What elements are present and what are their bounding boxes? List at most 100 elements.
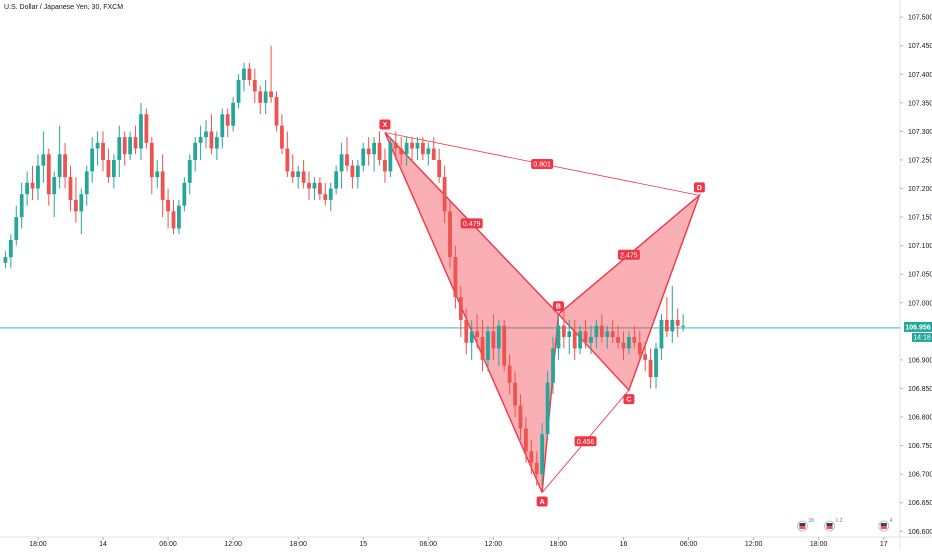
pattern-xab-triangle[interactable] xyxy=(384,132,560,493)
candle[interactable] xyxy=(572,319,577,360)
candle[interactable] xyxy=(101,131,105,172)
candle[interactable] xyxy=(529,439,534,475)
candle[interactable] xyxy=(556,314,561,360)
candle[interactable] xyxy=(464,308,469,355)
candle[interactable] xyxy=(469,319,474,360)
candle[interactable] xyxy=(355,159,360,189)
candle[interactable] xyxy=(225,108,230,138)
candle[interactable] xyxy=(616,325,620,349)
candle[interactable] xyxy=(480,319,485,372)
flag-jp-icon[interactable]: 4 xyxy=(878,518,893,532)
candle[interactable] xyxy=(415,137,420,160)
candle[interactable] xyxy=(198,125,203,160)
candle[interactable] xyxy=(122,131,127,166)
candle[interactable] xyxy=(383,148,387,183)
candle[interactable] xyxy=(19,182,24,229)
candle[interactable] xyxy=(263,79,268,115)
candle[interactable] xyxy=(204,119,208,149)
candle[interactable] xyxy=(8,234,13,269)
candle[interactable] xyxy=(46,148,51,206)
candle[interactable] xyxy=(280,114,284,155)
candle[interactable] xyxy=(545,371,550,440)
pattern-point-c[interactable]: C xyxy=(623,394,635,405)
candle[interactable] xyxy=(149,137,154,195)
candle[interactable] xyxy=(420,137,425,160)
pattern-point-a[interactable]: A xyxy=(536,496,548,507)
pattern-point-b[interactable]: B xyxy=(552,301,564,312)
candle[interactable] xyxy=(448,199,452,269)
pattern-point-d[interactable]: D xyxy=(693,182,705,193)
ratio-label[interactable]: 0.479 xyxy=(460,218,483,229)
candle[interactable] xyxy=(561,308,566,349)
candle[interactable] xyxy=(155,159,160,189)
candle[interactable] xyxy=(57,125,62,189)
candle[interactable] xyxy=(610,319,615,343)
candle[interactable] xyxy=(106,148,111,183)
candle[interactable] xyxy=(675,308,680,338)
candle[interactable] xyxy=(117,125,122,178)
candle[interactable] xyxy=(84,165,89,206)
candle[interactable] xyxy=(339,142,344,189)
candle[interactable] xyxy=(513,371,517,418)
candle[interactable] xyxy=(252,68,257,103)
candle[interactable] xyxy=(301,159,306,189)
candle[interactable] xyxy=(111,154,116,189)
candle[interactable] xyxy=(258,85,263,115)
candle[interactable] xyxy=(323,182,328,206)
candle[interactable] xyxy=(350,159,355,189)
candle[interactable] xyxy=(144,108,149,149)
candle[interactable] xyxy=(133,125,138,155)
candle[interactable] xyxy=(599,314,604,343)
candle[interactable] xyxy=(269,45,273,103)
candle[interactable] xyxy=(79,188,84,235)
candle[interactable] xyxy=(399,137,404,166)
candle[interactable] xyxy=(290,154,295,183)
candle[interactable] xyxy=(3,251,8,269)
candle[interactable] xyxy=(52,171,57,218)
candle[interactable] xyxy=(139,102,143,160)
candle[interactable] xyxy=(410,137,414,160)
candle[interactable] xyxy=(30,165,35,200)
candle[interactable] xyxy=(637,331,642,360)
candle[interactable] xyxy=(193,137,198,172)
candle[interactable] xyxy=(214,131,219,160)
candle[interactable] xyxy=(68,165,73,212)
candle[interactable] xyxy=(589,325,593,355)
candle[interactable] xyxy=(182,177,187,212)
candle[interactable] xyxy=(372,137,376,172)
candle[interactable] xyxy=(328,182,333,212)
flag-us-jp-icon[interactable]: 1 2 xyxy=(824,518,843,532)
candle[interactable] xyxy=(345,137,349,172)
candle[interactable] xyxy=(128,131,133,160)
candle[interactable] xyxy=(166,188,170,229)
candle[interactable] xyxy=(524,417,528,463)
candle[interactable] xyxy=(209,114,214,155)
candle[interactable] xyxy=(296,165,301,189)
candle[interactable] xyxy=(90,137,95,183)
candle[interactable] xyxy=(393,131,398,160)
candle[interactable] xyxy=(361,142,366,172)
candle[interactable] xyxy=(242,62,246,92)
ratio-label[interactable]: 2.475 xyxy=(617,249,640,260)
candle[interactable] xyxy=(334,165,339,195)
candle[interactable] xyxy=(247,62,252,86)
candle[interactable] xyxy=(540,422,545,486)
candle[interactable] xyxy=(502,319,507,372)
candle[interactable] xyxy=(41,131,46,183)
candle[interactable] xyxy=(160,154,165,218)
ratio-label[interactable]: 0.801 xyxy=(531,158,554,169)
candle[interactable] xyxy=(605,325,610,349)
candle[interactable] xyxy=(643,342,648,372)
candle[interactable] xyxy=(388,137,393,178)
candle[interactable] xyxy=(453,245,458,309)
candle[interactable] xyxy=(534,451,539,486)
candle[interactable] xyxy=(312,177,317,200)
candle[interactable] xyxy=(14,205,19,246)
candle[interactable] xyxy=(404,137,409,166)
candle[interactable] xyxy=(458,285,463,338)
flag-us-icon[interactable]: 38 xyxy=(797,518,814,532)
candle[interactable] xyxy=(187,154,192,195)
candle[interactable] xyxy=(437,148,442,183)
